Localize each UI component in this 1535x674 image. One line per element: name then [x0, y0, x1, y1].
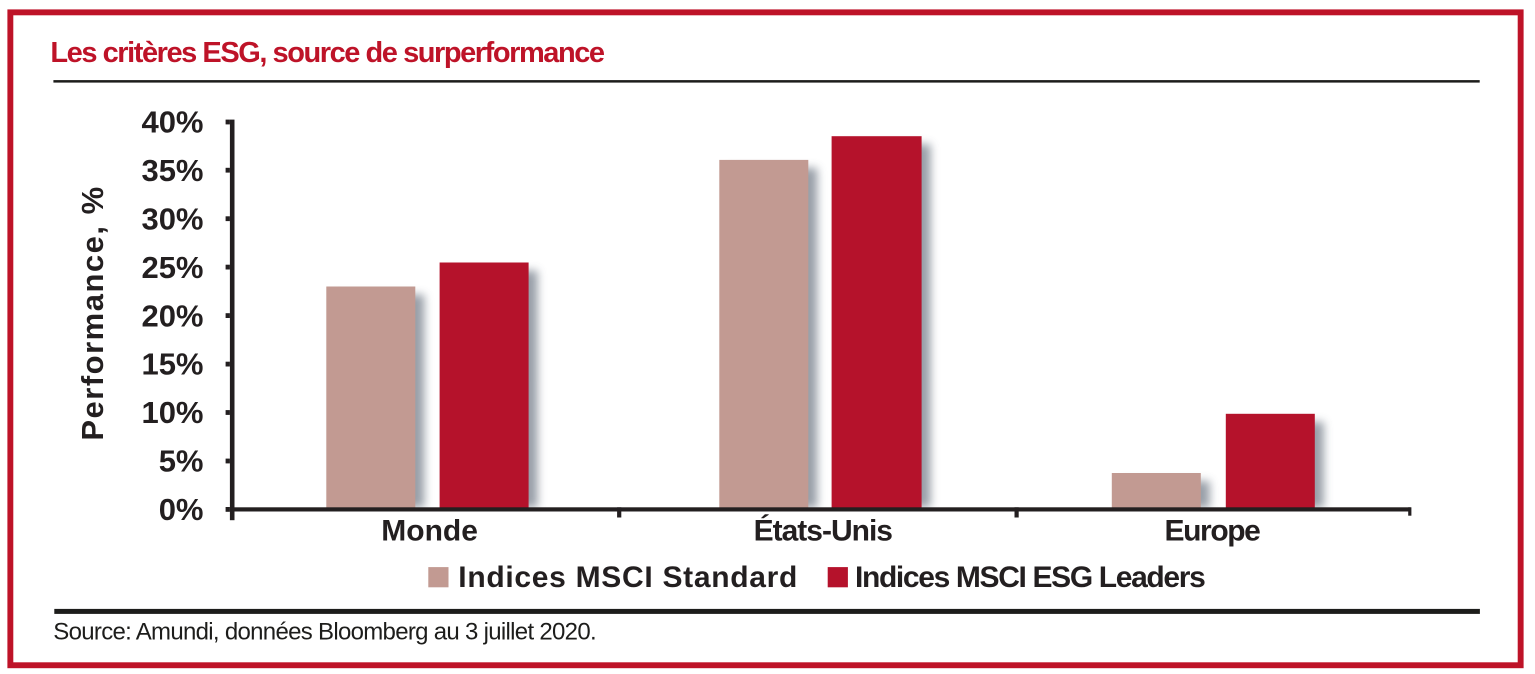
- svg-text:15%: 15%: [141, 347, 203, 382]
- svg-text:Source: Amundi, données Bloomb: Source: Amundi, données Bloomberg au 3 j…: [53, 619, 596, 646]
- svg-text:Indices MSCI ESG Leaders: Indices MSCI ESG Leaders: [855, 561, 1205, 594]
- svg-text:30%: 30%: [141, 201, 203, 236]
- svg-text:Les critères ESG, source de su: Les critères ESG, source de surperforman…: [50, 37, 605, 69]
- svg-text:0%: 0%: [159, 492, 204, 527]
- svg-text:Europe: Europe: [1165, 515, 1261, 548]
- svg-text:États-Unis: États-Unis: [754, 514, 893, 548]
- svg-text:40%: 40%: [141, 105, 203, 140]
- svg-text:Monde: Monde: [381, 515, 478, 548]
- svg-text:Indices MSCI Standard: Indices MSCI Standard: [458, 561, 798, 594]
- svg-text:10%: 10%: [141, 395, 203, 430]
- svg-text:5%: 5%: [159, 444, 204, 479]
- svg-text:25%: 25%: [141, 250, 203, 285]
- svg-text:Performance, %: Performance, %: [75, 185, 110, 440]
- svg-text:20%: 20%: [141, 298, 203, 333]
- svg-text:35%: 35%: [141, 153, 203, 188]
